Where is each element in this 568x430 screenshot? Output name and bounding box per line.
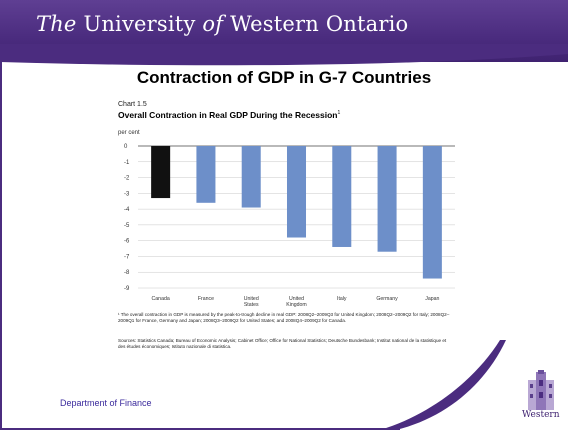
bar	[196, 146, 216, 203]
university-title: The University of Western Ontario	[36, 12, 408, 36]
bar	[422, 146, 442, 279]
x-tick-label: Canada	[152, 296, 170, 302]
x-tick-label: United	[244, 296, 259, 302]
chart-title: Overall Contraction in Real GDP During t…	[118, 110, 340, 120]
chart-number: Chart 1.5	[118, 101, 147, 108]
univ-title-the: The	[36, 12, 77, 36]
chart-title-superscript: 1	[337, 110, 341, 117]
y-tick-label: -1	[124, 160, 130, 166]
y-tick-label: -3	[124, 191, 130, 197]
x-tick-label: France	[198, 296, 214, 302]
x-tick-label: Germany	[376, 296, 398, 302]
univ-title-of: of	[202, 12, 224, 36]
department-label: Department of Finance	[60, 398, 152, 408]
y-tick-label: -6	[124, 239, 130, 245]
western-logo-text: Western	[522, 410, 560, 420]
bottom-swoosh	[2, 340, 506, 430]
bar	[377, 146, 397, 252]
y-tick-label: -7	[124, 254, 130, 260]
y-tick-label: -2	[124, 176, 130, 182]
univ-title-end: Western Ontario	[223, 12, 409, 36]
bar	[241, 146, 261, 208]
header-curve	[0, 44, 568, 66]
chart-title-text: Overall Contraction in Real GDP During t…	[118, 110, 338, 120]
y-axis-unit-label: per cent	[118, 130, 140, 136]
chart-sources: Sources: Statistics Canada; Bureau of Ec…	[118, 338, 447, 349]
bar	[151, 146, 171, 199]
left-frame-line	[0, 60, 2, 430]
x-tick-label: Italy	[337, 296, 347, 302]
x-tick-label: Japan	[425, 296, 439, 302]
y-tick-label: -4	[124, 207, 130, 213]
x-tick-label: States	[244, 302, 259, 308]
y-tick-label: -5	[124, 223, 130, 229]
western-tower-logo-icon	[528, 370, 554, 410]
bar	[332, 146, 352, 247]
chart-footnote: ¹ The overall contraction in GDP is meas…	[118, 312, 450, 323]
x-tick-label: United	[289, 296, 304, 302]
slide-title: Contraction of GDP in G-7 Countries	[136, 68, 432, 87]
univ-title-middle: University	[76, 12, 203, 36]
y-tick-label: -8	[124, 270, 130, 276]
y-tick-label: 0	[124, 144, 128, 150]
bar	[286, 146, 307, 238]
x-tick-label: Kingdom	[286, 302, 306, 308]
y-tick-label: -9	[124, 286, 130, 292]
